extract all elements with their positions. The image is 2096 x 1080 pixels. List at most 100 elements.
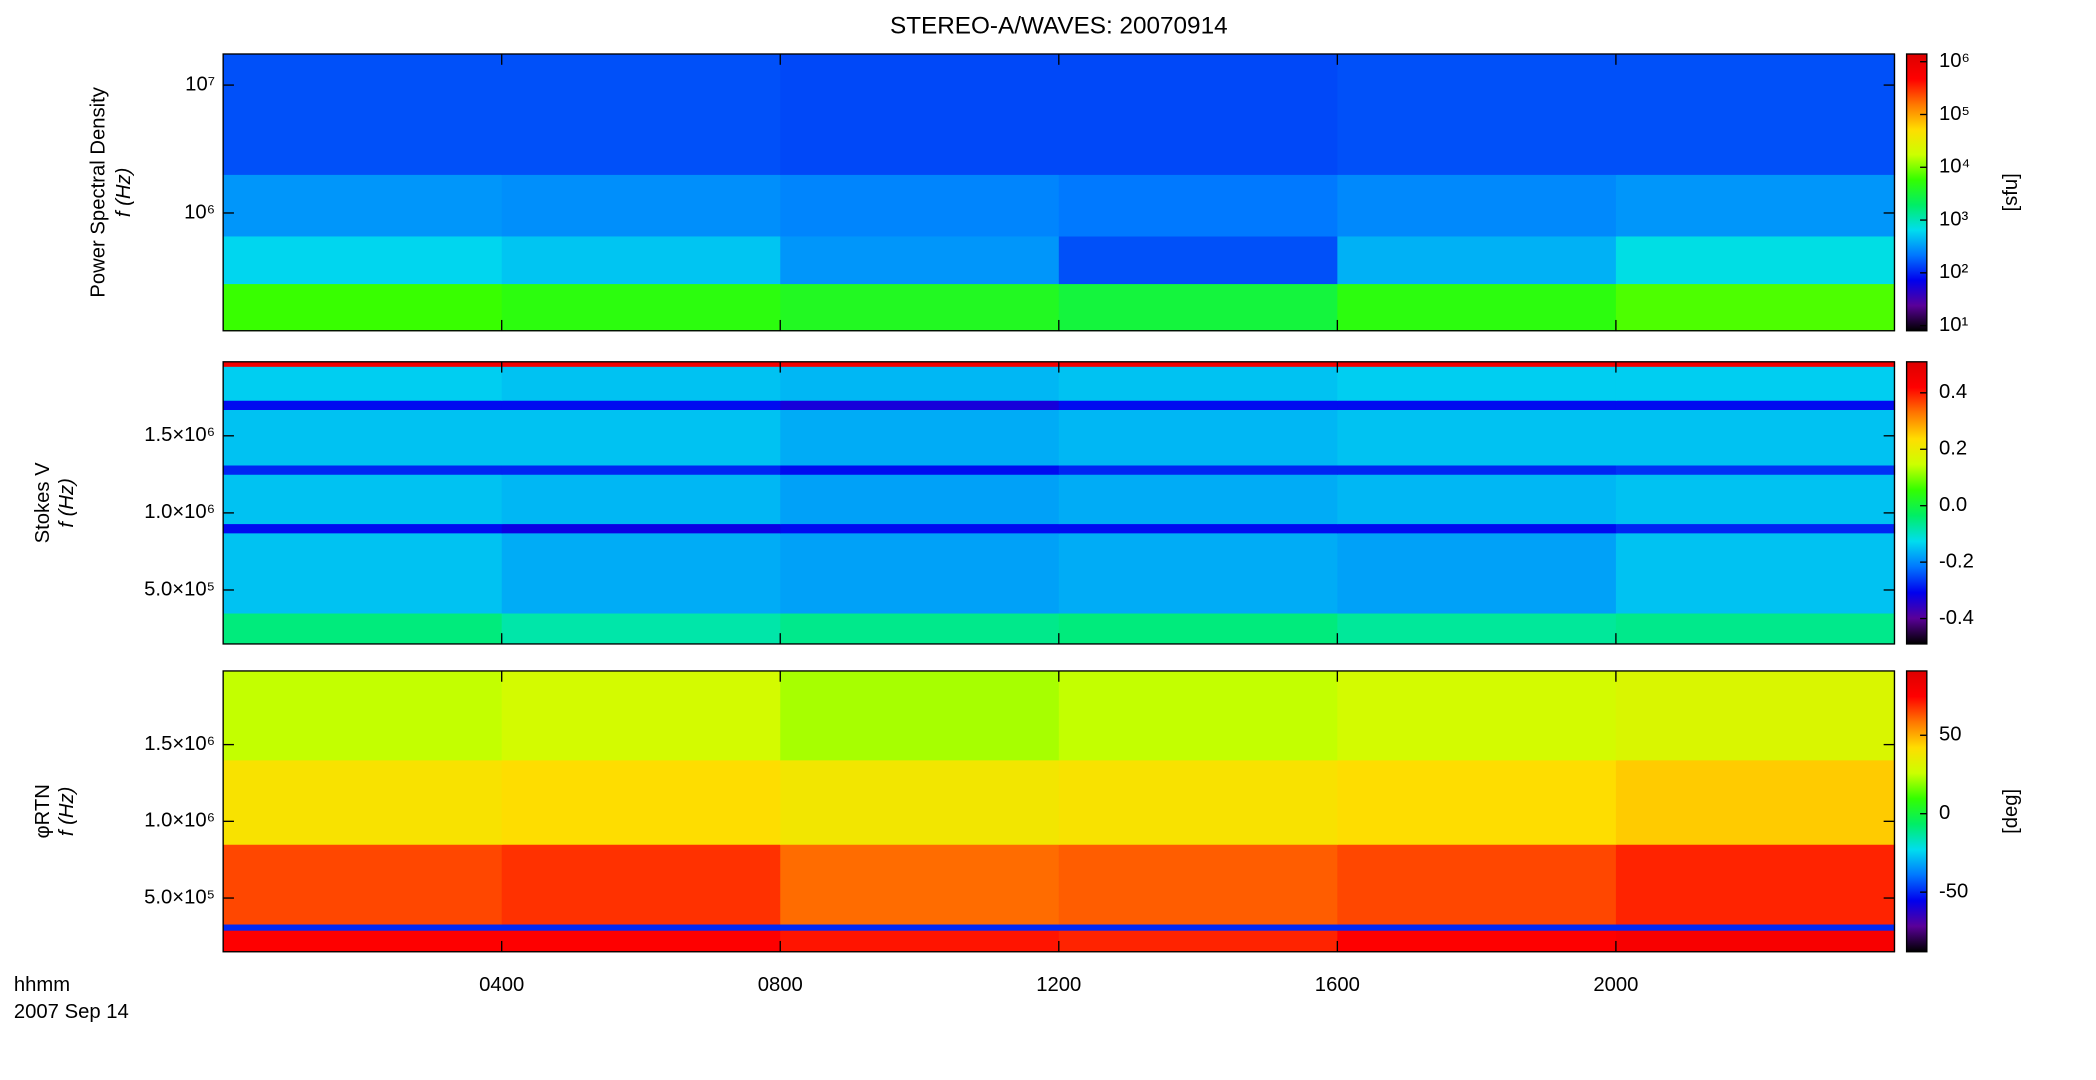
spectrogram-cell [780, 532, 1060, 614]
y-tick-label: 10⁶ [184, 201, 215, 223]
spectrogram-cell [223, 532, 503, 614]
x-axis-label: hhmm [14, 974, 70, 996]
spectrogram-cell [501, 174, 781, 237]
y-axis-label: Stokes V [32, 462, 54, 544]
spectrogram-cell [1058, 366, 1339, 401]
spectrogram-cell [780, 400, 1060, 411]
y-tick-label: 1.0×10⁶ [144, 810, 215, 832]
spectrogram-cell [1337, 532, 1617, 614]
colorbar-tick-label: 10¹ [1939, 314, 1969, 336]
spectrogram-cell [223, 361, 503, 367]
spectrogram-cell [1058, 759, 1339, 845]
spectrogram-cell [1615, 670, 1896, 761]
colorbar [1905, 670, 1928, 953]
spectrogram-cell [1058, 409, 1339, 466]
spectrogram-cell [223, 844, 503, 925]
spectrogram-cell [501, 283, 781, 332]
colorbar-tick-label: 50 [1939, 724, 1962, 746]
spectrogram-cell [780, 465, 1060, 475]
y-tick-label: 1.5×10⁶ [144, 733, 215, 755]
colorbar-label: [sfu] [2000, 173, 2022, 211]
colorbar-tick-label: 0.2 [1939, 438, 1967, 460]
spectrogram-cell [1615, 759, 1896, 845]
spectrogram-cell [501, 924, 781, 931]
spectrogram-cell [1615, 283, 1896, 332]
spectrogram-cell [501, 532, 781, 614]
spectrogram-cell [780, 236, 1060, 285]
spectrogram-cell [1058, 283, 1339, 332]
spectrogram-cell [1337, 759, 1617, 845]
spectrogram-cell [223, 409, 503, 466]
spectrogram-cell [780, 670, 1060, 761]
spectrogram-cell [780, 844, 1060, 925]
spectrogram-cell [501, 474, 781, 525]
spectrogram-cell [1337, 361, 1617, 367]
spectrogram-cell [1615, 465, 1896, 475]
colorbar-tick-label: -50 [1939, 880, 1968, 902]
y-axis-label: φRTN [32, 784, 54, 838]
spectrogram-cell [1337, 400, 1617, 411]
spectrogram-cell [501, 409, 781, 466]
spectrogram-cell [1615, 930, 1896, 953]
spectrogram-cell [780, 759, 1060, 845]
spectrogram-cell [501, 523, 781, 534]
spectrogram-cell [1058, 924, 1339, 931]
colorbar [1905, 53, 1928, 332]
colorbar-tick-label: -0.2 [1939, 550, 1974, 572]
y-tick-label: 1.5×10⁶ [144, 424, 215, 446]
spectrogram-cell [223, 474, 503, 525]
x-tick-label: 0800 [758, 974, 803, 996]
y-tick-label: 5.0×10⁵ [144, 886, 215, 908]
spectrogram-cell [1337, 465, 1617, 475]
spectrogram-cell [1615, 474, 1896, 525]
chart-title: STEREO-A/WAVES: 20070914 [890, 12, 1228, 39]
spectrogram-cell [1615, 361, 1896, 367]
spectrogram-cell [501, 400, 781, 411]
x-tick-label: 2000 [1593, 974, 1638, 996]
spectrogram-cell [501, 670, 781, 761]
colorbar-tick-label: 0 [1939, 802, 1950, 824]
spectrogram-cell [501, 366, 781, 401]
spectrogram-cell [501, 844, 781, 925]
spectrogram-cell [223, 613, 503, 645]
spectrogram-cell [1337, 930, 1617, 953]
spectrogram-cell [1337, 613, 1617, 645]
spectrogram-cell [1058, 54, 1339, 175]
spectrogram-cell [1058, 400, 1339, 411]
y-axis-label: f (Hz) [56, 787, 78, 836]
spectrogram-cell [223, 174, 503, 237]
spectrogram-cell [780, 54, 1060, 175]
spectrogram-cell [1337, 670, 1617, 761]
spectrogram-cell [501, 361, 781, 367]
spectrogram-cell [501, 465, 781, 475]
spectrogram-cell [223, 400, 503, 411]
y-tick-label: 10⁷ [185, 73, 215, 95]
spectrogram-cell [223, 670, 503, 761]
spectrogram-cell [501, 54, 781, 175]
y-axis-label: f (Hz) [113, 168, 135, 218]
spectrogram-cell [223, 283, 503, 332]
spectrogram-cell [1615, 924, 1896, 931]
spectrogram-cell [780, 409, 1060, 466]
spectrogram-cell [1058, 465, 1339, 475]
spectrogram-cell [1337, 54, 1617, 175]
spectrogram-cell [1058, 532, 1339, 614]
spectrogram-cell [1615, 844, 1896, 925]
date-label: 2007 Sep 14 [14, 1001, 129, 1023]
spectrogram-cell [1615, 54, 1896, 175]
colorbar-tick-label: 10³ [1939, 208, 1969, 230]
spectrogram-cell [223, 236, 503, 285]
spectrogram-cell [501, 930, 781, 953]
spectrogram-cell [1058, 670, 1339, 761]
spectrogram-cell [780, 366, 1060, 401]
spectrogram-cell [1337, 366, 1617, 401]
spectrogram-cell [1058, 523, 1339, 534]
colorbar-tick-label: 10⁵ [1939, 103, 1970, 125]
spectrogram-cell [1337, 844, 1617, 925]
spectrogram-cell [1058, 361, 1339, 367]
x-tick-label: 1200 [1036, 974, 1081, 996]
spectrogram-cell [1615, 409, 1896, 466]
spectrogram-cell [1337, 236, 1617, 285]
